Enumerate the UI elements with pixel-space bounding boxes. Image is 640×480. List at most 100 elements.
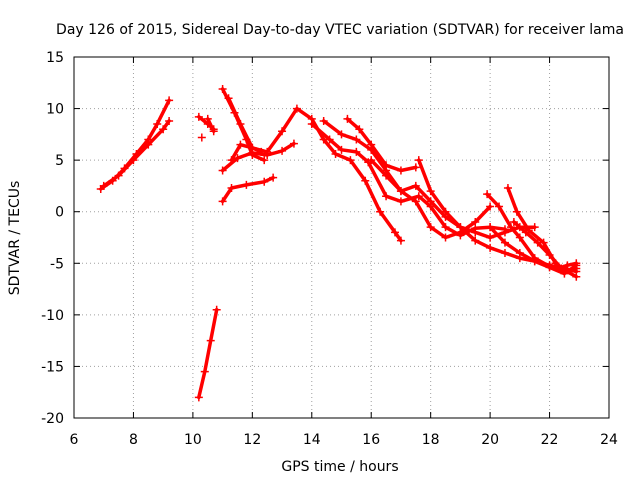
data-point (530, 223, 539, 232)
data-point (509, 218, 518, 227)
y-tick-labels: -20 -15 -10 -5 0 5 10 15 (41, 50, 64, 427)
data-point (212, 305, 221, 314)
series-arc-18 (486, 223, 581, 278)
data-point (260, 156, 269, 165)
data-point (209, 127, 218, 136)
data-point (382, 171, 391, 180)
series-line (206, 117, 216, 134)
data-point (218, 84, 227, 93)
data-point (426, 187, 435, 196)
data-point (545, 263, 554, 272)
series-arc-20 (554, 259, 581, 273)
x-tick-label: 20 (481, 432, 499, 448)
tick-marks (73, 56, 610, 419)
data-point (352, 135, 361, 144)
data-point (159, 125, 168, 134)
data-point (515, 233, 524, 242)
data-point (500, 228, 509, 237)
data-point (471, 218, 480, 227)
data-point (554, 264, 563, 273)
y-tick-label: -5 (50, 256, 64, 272)
data-point (343, 114, 352, 123)
data-point (411, 181, 420, 190)
data-point (224, 94, 233, 103)
data-point (278, 127, 287, 136)
x-tick-labels: 6 8 10 12 14 16 18 20 22 24 (70, 432, 618, 448)
data-point (227, 183, 236, 192)
data-point (376, 207, 385, 216)
data-point (263, 147, 272, 156)
data-point (236, 140, 245, 149)
data-point (278, 146, 287, 155)
x-tick-label: 24 (600, 432, 618, 448)
series-arc-7 (218, 173, 278, 206)
data-point (483, 190, 492, 199)
y-tick-label: 10 (46, 102, 64, 118)
data-point (411, 163, 420, 172)
data-point (331, 149, 340, 158)
data-point (530, 257, 539, 266)
data-point (533, 238, 542, 247)
x-axis-label: GPS time / hours (281, 459, 398, 475)
data-point (248, 143, 257, 152)
plot-frame (73, 56, 610, 419)
data-point (236, 120, 245, 129)
y-tick-label: -15 (41, 359, 64, 375)
series-arc-13 (343, 114, 420, 175)
data-point (486, 243, 495, 252)
y-tick-label: 0 (55, 205, 64, 221)
data-point (248, 150, 257, 159)
data-point (269, 173, 278, 182)
data-point (572, 272, 581, 281)
data-point (411, 197, 420, 206)
x-tick-label: 18 (422, 432, 440, 448)
data-point (486, 202, 495, 211)
data-point (414, 192, 423, 201)
data-point (426, 197, 435, 206)
data-point (260, 177, 269, 186)
x-tick-label: 22 (541, 432, 559, 448)
data-point (165, 116, 174, 125)
data-point (486, 233, 495, 242)
data-point (471, 236, 480, 245)
data-point (367, 140, 376, 149)
data-point (471, 228, 480, 237)
data-point (325, 135, 334, 144)
data-point (414, 156, 423, 165)
x-tick-label: 10 (184, 432, 202, 448)
data-point (227, 156, 236, 165)
series-arc-2 (99, 116, 174, 190)
data-point (218, 197, 227, 206)
data-point (456, 223, 465, 232)
data-point (495, 202, 504, 211)
series-layer (96, 84, 581, 402)
y-tick-label: -20 (41, 411, 64, 427)
data-point (233, 154, 242, 163)
data-point (361, 176, 370, 185)
data-point (292, 104, 301, 113)
data-point (521, 228, 530, 237)
data-point (500, 248, 509, 257)
x-tick-label: 12 (243, 432, 261, 448)
data-point (165, 96, 174, 105)
series-line (369, 158, 537, 240)
data-point (545, 251, 554, 260)
x-tick-label: 14 (303, 432, 321, 448)
data-point (367, 156, 376, 165)
data-point (352, 147, 361, 156)
data-point (242, 180, 251, 189)
data-point (382, 161, 391, 170)
data-point (337, 145, 346, 154)
series-arc-5 (203, 114, 218, 136)
data-point (206, 336, 215, 345)
data-point (572, 259, 581, 268)
data-point (396, 187, 405, 196)
x-tick-label: 6 (70, 432, 79, 448)
data-point (486, 223, 495, 232)
data-point (396, 166, 405, 175)
data-point (426, 223, 435, 232)
data-point (355, 125, 364, 134)
x-tick-label: 8 (129, 432, 138, 448)
data-point (515, 248, 524, 257)
data-point (396, 197, 405, 206)
